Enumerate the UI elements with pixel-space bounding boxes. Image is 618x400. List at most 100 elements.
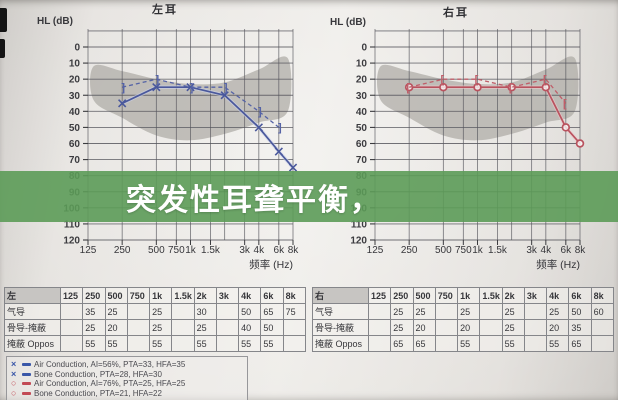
x-tick-label: 8k [575, 245, 587, 256]
freq-header-cell: 6k [260, 287, 284, 304]
value-cell: 25 [412, 303, 436, 320]
value-cell: 25 [546, 303, 570, 320]
air-conduction-marker [561, 123, 571, 132]
legend-item-label: Air Conduction, AI=76%, PTA=25, HFA=25 [34, 379, 186, 389]
freq-header-cell: 4k [238, 287, 262, 304]
x-tick-label: 1k [472, 245, 484, 256]
x-tick-label: 250 [114, 245, 131, 256]
x-tick-label: 6k [561, 245, 573, 256]
x-axis-label: 频率 (Hz) [536, 258, 580, 271]
value-cell: 65 [260, 303, 284, 320]
freq-header-cell: 125 [367, 287, 392, 304]
value-cell: 25 [149, 319, 173, 336]
legend-line-swatch [22, 391, 31, 395]
y-tick-label: 40 [356, 107, 368, 118]
value-cell [367, 335, 392, 352]
x-tick-label: 6k [274, 245, 286, 256]
table-row: 气导 35 25 25 30 50 65 75 [4, 303, 307, 320]
value-cell: 75 [282, 303, 307, 320]
legend-item: ○ Bone Conduction, PTA=21, HFA=22 [11, 387, 243, 399]
value-cell [126, 303, 151, 320]
value-cell: 55 [193, 335, 217, 352]
y-tick-label: 0 [361, 43, 367, 54]
value-cell [367, 319, 392, 336]
value-cell [434, 303, 459, 320]
y-tick-label: 10 [356, 59, 368, 70]
audiogram-legend: × Air Conduction, AI=56%, PTA=33, HFA=35 ×… [6, 356, 248, 400]
left-audiogram-chart: 0102030405060708090100110120125250500750… [63, 29, 300, 271]
value-cell [282, 335, 307, 352]
y-tick-label: 110 [64, 219, 81, 230]
value-cell [215, 319, 240, 336]
bone-conduction-masked-marker: [ [509, 82, 513, 94]
value-cell [215, 303, 240, 320]
bone-conduction-masked-marker: [ [406, 82, 410, 94]
x-tick-label: 500 [148, 245, 165, 256]
legend-item-label: Air Conduction, AI=56%, PTA=33, HFA=35 [34, 360, 186, 370]
value-cell: 50 [568, 303, 592, 320]
x-tick-label: 3k [526, 245, 538, 256]
bone-conduction-masked-marker: ] [121, 82, 125, 94]
legend-marker-icon: ○ [11, 387, 17, 398]
value-cell: 20 [104, 319, 128, 336]
y-tick-label: 60 [356, 139, 368, 150]
air-conduction-marker [274, 147, 283, 156]
value-cell: 40 [238, 319, 262, 336]
value-cell: 65 [568, 335, 592, 352]
freq-header-cell: 8k [282, 287, 307, 304]
value-cell: 30 [193, 303, 217, 320]
y-tick-label: 20 [69, 75, 81, 86]
left-ear-chart-title: 左耳 [152, 4, 178, 16]
value-cell [59, 335, 84, 352]
legend-marker-icon: ○ [11, 378, 17, 389]
freq-header-cell: 250 [390, 287, 414, 304]
air-conduction-marker [288, 163, 298, 172]
legend-item: × Bone Conduction, PTA=28, HFA=30 [11, 368, 243, 380]
row-label-cell: 气导 [312, 303, 369, 320]
value-cell: 25 [501, 319, 525, 336]
value-cell [171, 335, 195, 352]
freq-header-cell: 500 [412, 287, 436, 304]
value-cell: 55 [260, 335, 284, 352]
row-label-cell: 掩蔽 Oppos [312, 335, 369, 352]
table-row: 掩蔽 Oppos 65 65 55 55 55 65 [312, 335, 615, 352]
bone-conduction-masked-marker: [ [563, 98, 567, 110]
bone-conduction-masked-line [409, 78, 567, 104]
freq-header-cell: 3k [215, 287, 240, 304]
x-tick-label: 1k [185, 245, 197, 256]
value-cell [171, 319, 195, 336]
value-cell: 25 [501, 303, 525, 320]
value-cell [171, 303, 195, 320]
value-cell: 60 [590, 303, 615, 320]
value-cell: 25 [390, 303, 414, 320]
value-cell: 65 [412, 335, 436, 352]
x-tick-label: 750 [455, 245, 472, 256]
x-tick-label: 1.5k [201, 245, 221, 256]
value-cell: 55 [82, 335, 106, 352]
legend-line-swatch [22, 372, 31, 376]
freq-header-cell: 750 [434, 287, 459, 304]
value-cell [126, 335, 151, 352]
freq-header-cell: 2k [501, 287, 525, 304]
bone-conduction-masked-marker: [ [475, 74, 479, 86]
caption-banner: 突发性耳聋平衡， [0, 171, 618, 222]
value-cell: 55 [104, 335, 128, 352]
value-cell [479, 335, 503, 352]
value-cell: 25 [82, 319, 106, 336]
bone-conduction-masked-marker: [ [440, 74, 444, 86]
air-conduction-marker [541, 82, 551, 92]
table-row: 气导 25 25 25 25 25 50 60 [312, 303, 615, 320]
freq-header-cell: 2k [193, 287, 217, 304]
x-tick-label: 3k [239, 245, 251, 256]
legend-marker-icon: × [11, 368, 17, 379]
x-tick-label: 8k [288, 245, 300, 256]
value-cell: 25 [457, 303, 481, 320]
values-table: 左 125 250 500 750 1k 1.5k 2k 3k 4k 6k 8k 气导 35 25 25 30 5… [4, 287, 307, 352]
value-cell [523, 335, 548, 352]
photo-edge-artifact [0, 39, 5, 58]
row-label-cell: 骨导-掩蔽 [4, 319, 61, 336]
legend-item: ○ Air Conduction, AI=76%, PTA=25, HFA=25 [11, 379, 243, 389]
legend-line-swatch [22, 382, 31, 386]
y-tick-label: 60 [69, 139, 81, 150]
